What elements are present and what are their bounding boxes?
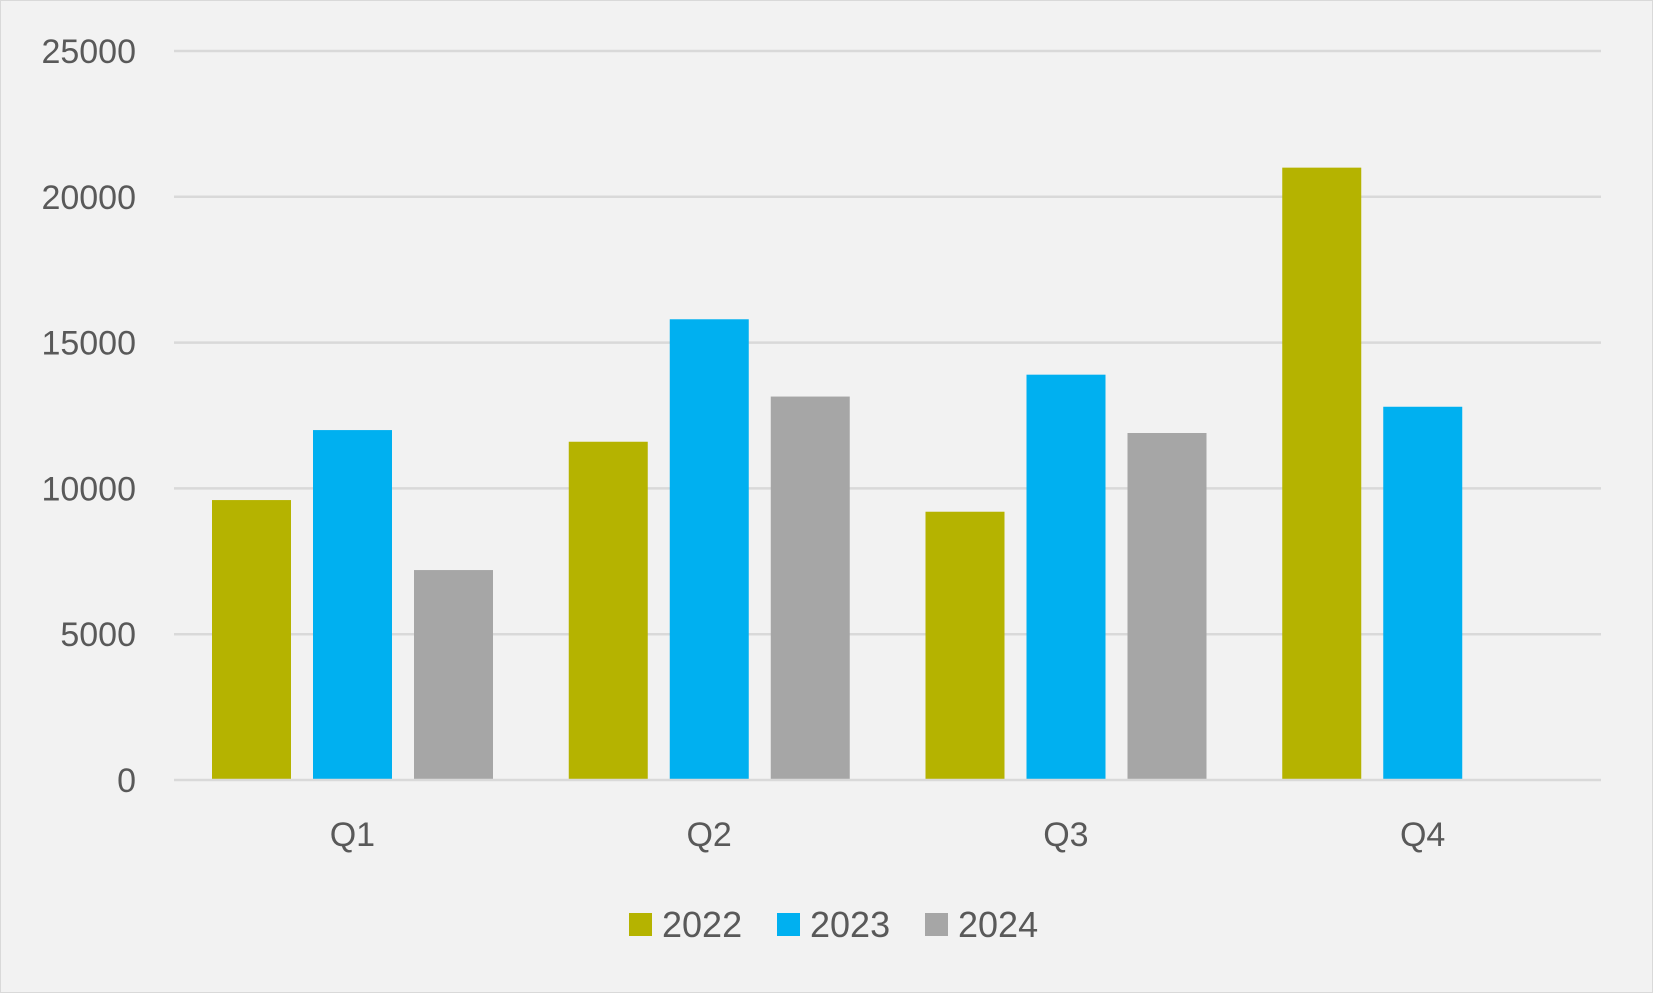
x-tick-label: Q2 (686, 816, 731, 854)
legend-label: 2023 (810, 904, 890, 945)
bar-2023-q1 (313, 430, 392, 780)
bar-2023-q2 (669, 319, 749, 780)
bars (212, 167, 1463, 780)
bar-2022-q3 (925, 511, 1005, 780)
legend-label: 2022 (662, 904, 742, 945)
gridlines (174, 49, 1601, 636)
legend-item-2024: 2024 (925, 904, 1038, 945)
y-tick-label: 25000 (41, 33, 136, 71)
legend-item-2022: 2022 (629, 904, 742, 945)
bar-2022-q1 (212, 500, 291, 780)
bar-2024-q2 (770, 396, 850, 780)
y-axis-tick-labels: 0 5000 10000 15000 20000 25000 (41, 33, 136, 800)
bar-2023-q3 (1026, 374, 1106, 780)
x-tick-label: Q3 (1043, 816, 1088, 854)
x-axis-tick-labels: Q1 Q2 Q3 Q4 (330, 816, 1446, 854)
bar-2022-q2 (568, 441, 648, 780)
x-tick-label: Q1 (330, 816, 375, 854)
bar-2024-q1 (414, 570, 493, 780)
bar-2024-q3 (1127, 432, 1207, 780)
bar-2023-q4 (1383, 406, 1463, 780)
y-tick-label: 20000 (41, 179, 136, 217)
y-tick-label: 10000 (41, 470, 136, 508)
x-tick-label: Q4 (1400, 816, 1445, 854)
legend-swatch (629, 913, 652, 936)
y-tick-label: 0 (117, 762, 136, 800)
y-tick-label: 15000 (41, 325, 136, 363)
legend-item-2023: 2023 (777, 904, 890, 945)
legend-label: 2024 (958, 904, 1038, 945)
y-tick-label: 5000 (60, 616, 136, 654)
bar-2022-q4 (1282, 167, 1362, 780)
legend-swatch (777, 913, 800, 936)
legend-swatch (925, 913, 948, 936)
legend: 2022 2023 2024 (629, 904, 1038, 945)
